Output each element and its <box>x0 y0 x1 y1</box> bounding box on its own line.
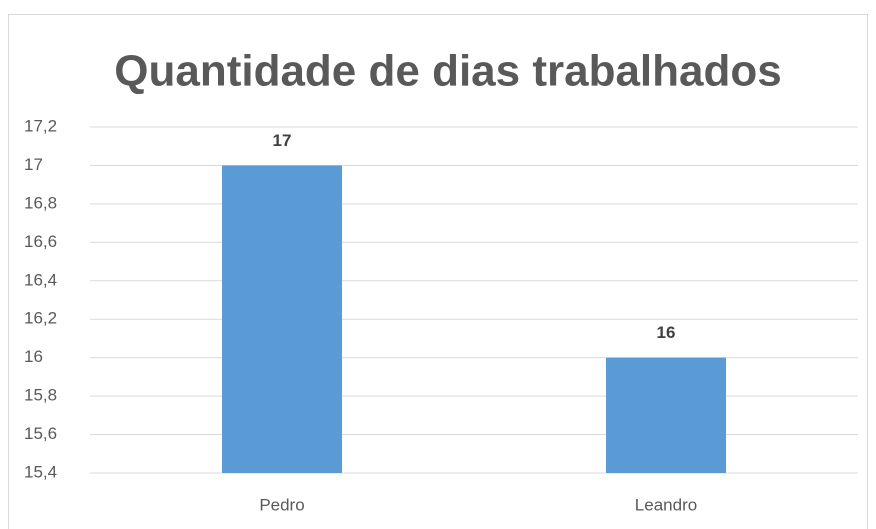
x-tick-label: Leandro <box>635 495 697 514</box>
chart-title: Quantidade de dias trabalhados <box>114 47 781 96</box>
y-tick-label: 16,4 <box>24 270 57 289</box>
y-tick-label: 16,2 <box>24 309 57 328</box>
y-tick-label: 16,6 <box>24 232 57 251</box>
y-tick-label: 17,2 <box>24 116 57 135</box>
data-label: 16 <box>657 323 676 342</box>
y-tick-label: 17 <box>24 155 43 174</box>
y-tick-label: 15,6 <box>24 424 57 443</box>
y-tick-label: 16,8 <box>24 193 57 212</box>
x-tick-label: Pedro <box>259 495 304 514</box>
y-tick-label: 16 <box>24 347 43 366</box>
data-label: 17 <box>273 131 292 150</box>
bar <box>222 165 342 473</box>
y-tick-label: 15,4 <box>24 462 57 481</box>
bar <box>606 357 726 473</box>
y-tick-label: 15,8 <box>24 386 57 405</box>
